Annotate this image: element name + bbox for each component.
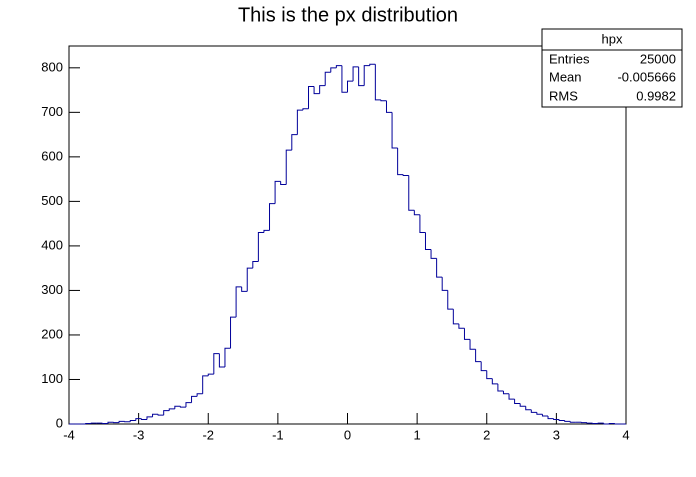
stats-box: hpx Entries 25000 Mean -0.005666 RMS 0.9… — [542, 29, 682, 107]
y-tick-label: 600 — [41, 148, 63, 163]
y-tick-label: 200 — [41, 326, 63, 341]
y-tick-label: 100 — [41, 371, 63, 386]
x-tick-label: -4 — [63, 427, 75, 442]
y-tick-label: 500 — [41, 193, 63, 208]
y-tick-label: 400 — [41, 237, 63, 252]
stats-value: 0.9982 — [636, 88, 676, 103]
x-tick-label: 3 — [553, 427, 560, 442]
chart-title: This is the px distribution — [238, 4, 458, 26]
x-tick-label: 0 — [344, 427, 351, 442]
y-tick-label: 800 — [41, 59, 63, 74]
x-tick-label: 2 — [483, 427, 490, 442]
stats-label: RMS — [549, 88, 578, 103]
stats-value: 25000 — [640, 51, 676, 66]
x-tick-label: -1 — [272, 427, 284, 442]
y-tick-label: 700 — [41, 104, 63, 119]
y-tick-label: 0 — [56, 415, 63, 430]
x-tick-label: 1 — [414, 427, 421, 442]
stats-label: Entries — [549, 51, 590, 66]
x-tick-label: 4 — [622, 427, 629, 442]
y-tick-label: 300 — [41, 282, 63, 297]
x-tick-label: -2 — [202, 427, 214, 442]
stats-label: Mean — [549, 69, 582, 84]
stats-value: -0.005666 — [617, 69, 676, 84]
stats-title: hpx — [602, 31, 623, 46]
x-tick-label: -3 — [133, 427, 145, 442]
